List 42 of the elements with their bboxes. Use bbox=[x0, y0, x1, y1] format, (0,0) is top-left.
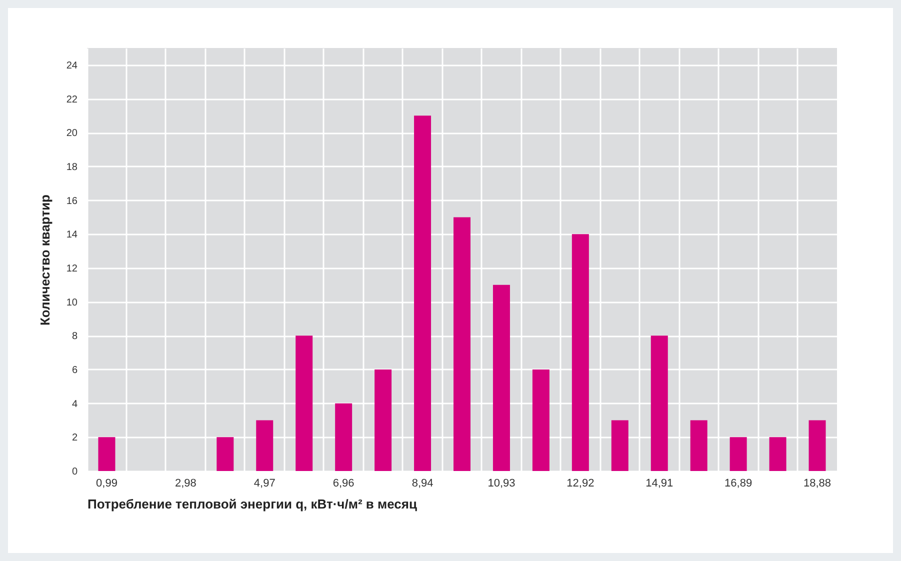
bar bbox=[414, 116, 432, 471]
x-tick-label: 16,89 bbox=[724, 478, 752, 490]
x-tick-label: 12,92 bbox=[566, 478, 594, 490]
bar bbox=[730, 437, 747, 471]
y-tick-label: 14 bbox=[66, 230, 78, 241]
y-tick-label: 12 bbox=[66, 263, 78, 274]
bar bbox=[454, 217, 470, 471]
x-tick-label: 0,99 bbox=[96, 478, 118, 490]
y-tick-label: 24 bbox=[66, 60, 78, 72]
bar bbox=[532, 369, 550, 471]
x-tick-label: 14,91 bbox=[646, 478, 674, 490]
x-tick-label: 8,94 bbox=[412, 478, 434, 490]
x-tick-label: 6,96 bbox=[332, 478, 354, 490]
y-tick-label: 8 bbox=[72, 331, 78, 342]
x-axis-title: Потребление тепловой энергии q, кВт·ч/м² в месяц bbox=[88, 496, 417, 512]
y-tick-label: 2 bbox=[72, 432, 78, 444]
x-tick-label: 4,97 bbox=[254, 478, 276, 490]
y-tick-label: 18 bbox=[66, 162, 78, 173]
bar bbox=[296, 336, 313, 471]
bar bbox=[650, 336, 668, 471]
y-tick-label: 16 bbox=[66, 196, 78, 207]
y-tick-label: 4 bbox=[72, 398, 78, 410]
bar bbox=[611, 420, 628, 471]
y-tick-label: 0 bbox=[72, 466, 78, 478]
bar bbox=[808, 420, 826, 471]
bar bbox=[769, 437, 786, 471]
y-tick-label: 22 bbox=[66, 94, 78, 106]
x-tick-label: 2,98 bbox=[174, 478, 196, 490]
y-tick-label: 20 bbox=[66, 128, 78, 140]
bar bbox=[374, 369, 392, 471]
bar bbox=[492, 284, 510, 471]
y-axis-title: Количество квартир bbox=[37, 194, 52, 326]
bar bbox=[690, 420, 708, 471]
bar bbox=[98, 437, 116, 471]
y-tick-label: 10 bbox=[66, 297, 78, 308]
y-tick-label: 6 bbox=[72, 364, 78, 376]
bar bbox=[256, 420, 274, 471]
bar bbox=[572, 234, 589, 471]
x-tick-label: 18,88 bbox=[804, 478, 832, 490]
bar bbox=[335, 403, 352, 471]
bar bbox=[216, 437, 234, 471]
x-tick-label: 10,93 bbox=[488, 478, 516, 490]
